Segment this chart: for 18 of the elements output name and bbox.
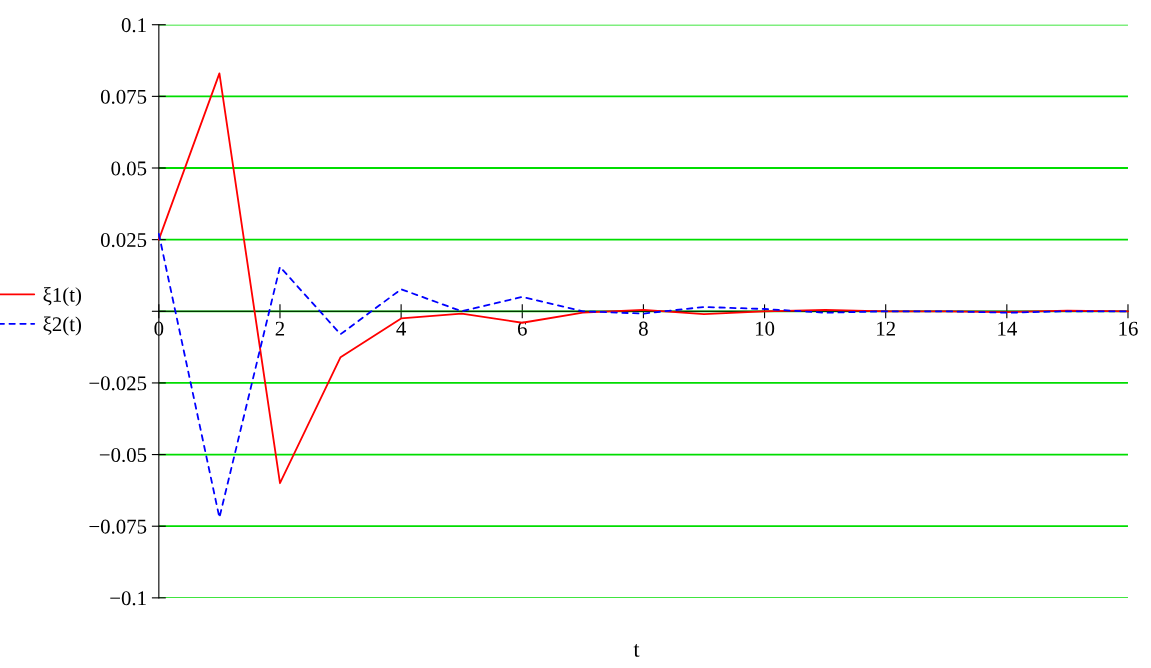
y-tick-label: 0.075 bbox=[100, 89, 147, 104]
y-tick-label: 0.05 bbox=[111, 161, 147, 176]
y-tick-label: 0.1 bbox=[121, 18, 146, 33]
y-tick-label: −0.025 bbox=[89, 376, 147, 391]
x-tick-label: 8 bbox=[638, 321, 648, 336]
x-tick-label: 16 bbox=[1119, 321, 1138, 336]
x-tick-label: 12 bbox=[877, 321, 895, 336]
legend-label: ξ1(t) bbox=[43, 287, 82, 307]
y-tick-label: −0.075 bbox=[89, 519, 147, 534]
x-tick-label: 14 bbox=[998, 321, 1017, 336]
x-tick-label: 4 bbox=[396, 321, 407, 336]
y-tick-label: 0.025 bbox=[100, 233, 147, 248]
legend-label: ξ2(t) bbox=[43, 316, 82, 336]
y-tick-label: −0.1 bbox=[110, 591, 146, 606]
y-tick-label: −0.05 bbox=[99, 447, 147, 463]
x-axis-title: t bbox=[633, 644, 640, 657]
x-tick-label: 2 bbox=[275, 321, 285, 336]
x-tick-label: 10 bbox=[755, 321, 775, 336]
